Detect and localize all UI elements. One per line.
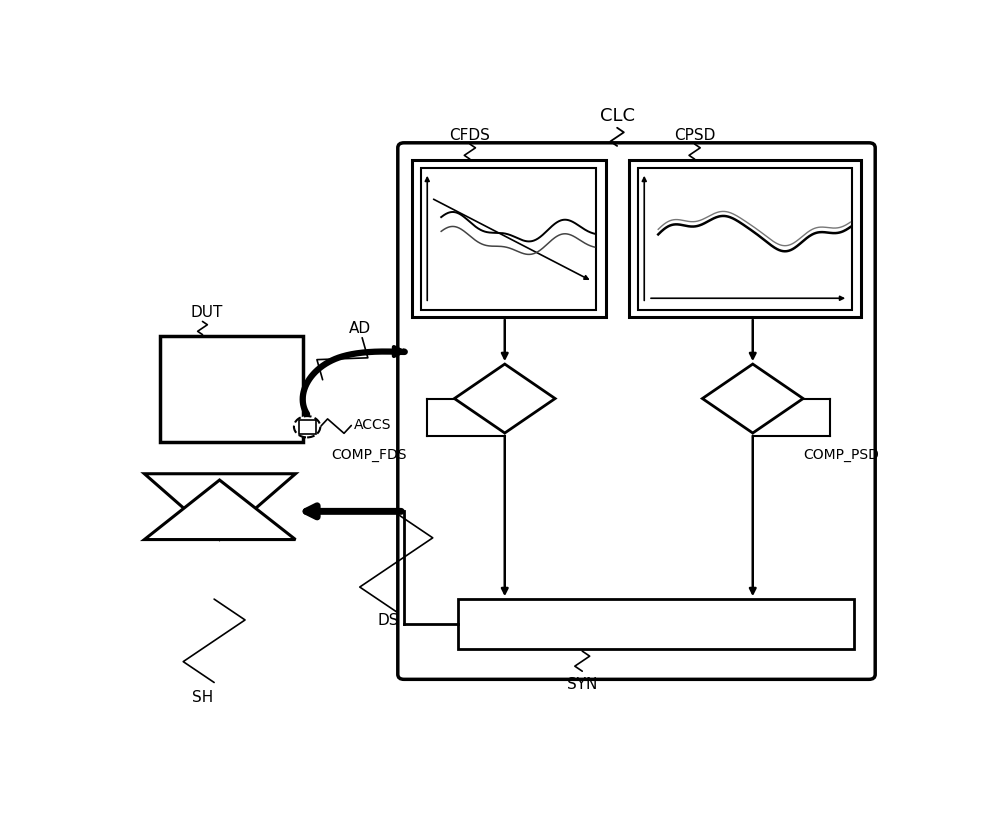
Text: SYN: SYN — [567, 677, 597, 693]
Text: COMP_PSD: COMP_PSD — [803, 448, 879, 462]
Text: SH: SH — [192, 690, 213, 705]
Polygon shape — [702, 364, 803, 433]
Text: CLC: CLC — [600, 107, 635, 125]
Bar — [458, 599, 854, 650]
Bar — [638, 168, 852, 309]
FancyBboxPatch shape — [398, 142, 875, 680]
Polygon shape — [454, 364, 555, 433]
Bar — [421, 168, 596, 309]
Text: DUT: DUT — [191, 305, 223, 320]
Text: CPSD: CPSD — [674, 128, 715, 142]
Text: DS: DS — [378, 613, 399, 628]
Text: CFDS: CFDS — [449, 128, 490, 142]
Bar — [160, 336, 303, 443]
Text: AD: AD — [349, 321, 371, 336]
Text: ACCS: ACCS — [354, 418, 391, 432]
Bar — [412, 160, 606, 317]
Bar — [629, 160, 861, 317]
Polygon shape — [144, 480, 296, 540]
Polygon shape — [144, 474, 296, 540]
Circle shape — [294, 416, 320, 437]
Bar — [299, 420, 316, 434]
Text: COMP_FDS: COMP_FDS — [332, 448, 407, 462]
